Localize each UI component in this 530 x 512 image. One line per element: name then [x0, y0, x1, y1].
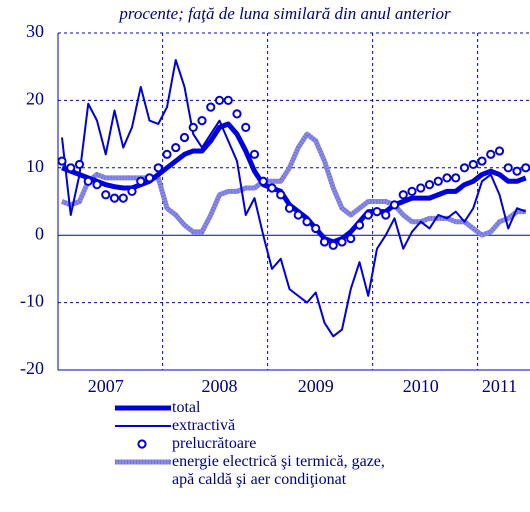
data-point — [206, 102, 216, 112]
data-point — [442, 173, 452, 183]
x-tick-label: 2011 — [482, 376, 517, 396]
data-point — [494, 146, 505, 156]
data-point — [136, 176, 146, 186]
data-point — [101, 190, 111, 200]
data-point — [214, 95, 225, 106]
legend-swatches — [115, 405, 171, 465]
data-point — [179, 132, 190, 143]
legend: total extractivă prelucrătoare energie elec… — [0, 398, 530, 512]
data-point — [398, 190, 408, 200]
data-point — [162, 149, 172, 159]
x-tick-label: 2010 — [403, 376, 439, 396]
data-point — [153, 163, 163, 173]
y-tick-label: 20 — [26, 89, 44, 109]
y-tick-label: 0 — [35, 223, 44, 243]
y-tick-label: 10 — [26, 156, 44, 176]
legend-label: extractivă — [172, 417, 236, 434]
x-tick-label: 2007 — [88, 376, 124, 396]
data-point — [267, 183, 277, 193]
data-point — [451, 173, 461, 183]
data-point — [381, 210, 391, 220]
data-line — [61, 131, 526, 238]
x-tick-label: 2008 — [202, 376, 238, 396]
data-point — [372, 207, 382, 217]
y-tick-label: -10 — [20, 291, 44, 311]
data-point — [241, 122, 251, 132]
data-point — [468, 159, 478, 170]
data-point — [258, 176, 268, 186]
data-point — [477, 156, 487, 166]
data-point — [249, 149, 260, 159]
data-point — [424, 180, 435, 190]
data-point — [83, 176, 93, 186]
data-point — [171, 142, 181, 153]
data-point — [416, 183, 426, 193]
data-point — [197, 116, 207, 126]
data-point — [459, 163, 470, 173]
data-point — [188, 122, 198, 132]
legend-label: total — [172, 399, 201, 416]
data-point — [109, 193, 120, 203]
data-point — [127, 186, 137, 196]
y-tick-label: 30 — [26, 21, 44, 41]
data-point — [276, 190, 286, 200]
chart-subtitle: procente; faţă de luna similară din anul… — [118, 4, 451, 23]
data-point — [521, 163, 530, 173]
data-point — [337, 237, 347, 247]
data-point — [223, 95, 233, 106]
data-point — [144, 173, 155, 183]
data-point — [311, 223, 321, 234]
data-point — [57, 156, 67, 166]
chart: procente; faţă de luna similară din anul… — [20, 4, 530, 396]
data-point — [328, 240, 338, 250]
data-point — [512, 166, 522, 176]
data-point — [118, 193, 128, 203]
data-point — [66, 163, 76, 173]
legend-label: prelucrătoare — [172, 435, 257, 452]
data-point — [433, 176, 443, 186]
data-point — [284, 203, 295, 213]
data-point — [389, 200, 400, 210]
data-point — [302, 217, 312, 227]
x-tick-label: 2009 — [298, 376, 334, 396]
data-point — [319, 237, 330, 247]
data-line — [61, 121, 527, 245]
data-line — [61, 58, 527, 338]
data-point — [346, 233, 356, 244]
data-point — [363, 210, 373, 220]
data-point — [486, 149, 496, 159]
data-point — [293, 210, 303, 220]
legend-marker — [137, 439, 147, 449]
legend-label: energie electrică şi termică, gaze, apă … — [172, 453, 385, 488]
y-tick-label: -20 — [20, 358, 44, 378]
data-point — [407, 186, 417, 196]
data-point — [74, 159, 85, 170]
data-point — [232, 109, 242, 119]
data-point — [354, 220, 365, 230]
data-point — [92, 180, 102, 190]
data-point — [503, 163, 513, 173]
